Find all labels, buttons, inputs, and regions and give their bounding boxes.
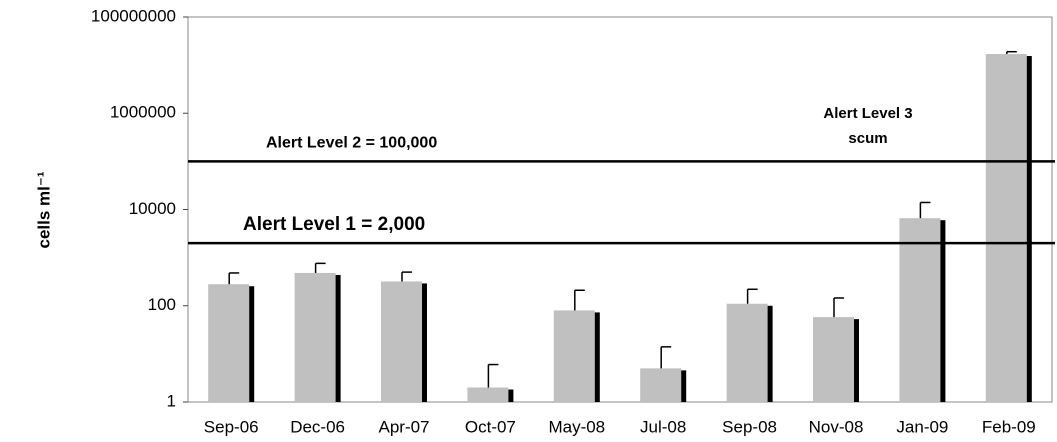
error-bar bbox=[401, 271, 412, 282]
bar-shadow bbox=[422, 283, 427, 402]
bar-face bbox=[381, 281, 422, 402]
y-tick-label: 100000000 bbox=[91, 6, 176, 25]
error-bar bbox=[833, 297, 844, 318]
bar-face bbox=[985, 54, 1027, 403]
y-tick-label: 1000000 bbox=[110, 103, 176, 122]
bar-face bbox=[640, 368, 682, 402]
x-tick-label: Jan-09 bbox=[896, 417, 948, 436]
bar bbox=[467, 387, 514, 402]
bar-shadow bbox=[335, 274, 341, 402]
bar-shadow bbox=[767, 305, 773, 402]
error-bar bbox=[746, 288, 758, 304]
bar-shadow bbox=[940, 220, 946, 402]
bar-face bbox=[553, 310, 595, 402]
y-tick-label: 10000 bbox=[129, 199, 176, 218]
bar bbox=[813, 317, 859, 402]
bar-face bbox=[294, 272, 336, 402]
reference-label: Alert Level 1 = 2,000 bbox=[243, 214, 425, 235]
error-bar bbox=[660, 346, 672, 369]
error-bar bbox=[314, 262, 326, 273]
x-tick-label: Sep-06 bbox=[204, 417, 259, 436]
bar bbox=[381, 281, 427, 402]
annotation: Alert Level 3 bbox=[823, 105, 912, 122]
bar-face bbox=[899, 218, 941, 402]
bar bbox=[899, 218, 946, 402]
bar-face bbox=[467, 387, 509, 402]
x-tick-label: Feb-09 bbox=[982, 417, 1036, 436]
bar-shadow bbox=[249, 286, 255, 402]
bar-shadow bbox=[508, 389, 514, 402]
x-tick-label: Nov-08 bbox=[809, 417, 864, 436]
bar bbox=[294, 272, 341, 402]
error-bar bbox=[487, 363, 499, 388]
reference-label: Alert Level 2 = 100,000 bbox=[266, 135, 437, 152]
y-axis-label: cells ml⁻¹ bbox=[34, 171, 53, 248]
bar-face bbox=[726, 303, 768, 402]
annotation: scum bbox=[848, 130, 887, 147]
x-tick-label: Jul-08 bbox=[640, 417, 686, 436]
bar-shadow bbox=[594, 312, 600, 402]
y-tick-label: 1 bbox=[167, 391, 176, 410]
error-bar bbox=[1006, 50, 1017, 55]
bar bbox=[640, 368, 687, 402]
bar-shadow bbox=[681, 370, 687, 402]
bar-shadow bbox=[1026, 56, 1032, 403]
error-bar bbox=[574, 289, 585, 311]
x-tick-label: Dec-06 bbox=[290, 417, 345, 436]
x-tick-label: Sep-08 bbox=[722, 417, 777, 436]
bar bbox=[208, 284, 255, 402]
x-tick-label: May-08 bbox=[548, 417, 605, 436]
bar-face bbox=[208, 284, 250, 402]
bar bbox=[726, 303, 773, 402]
error-bar bbox=[228, 272, 240, 285]
y-tick-label: 100 bbox=[148, 295, 176, 314]
bar bbox=[553, 310, 600, 402]
bar bbox=[985, 54, 1032, 403]
x-tick-label: Oct-07 bbox=[465, 417, 516, 436]
x-tick-label: Apr-07 bbox=[378, 417, 429, 436]
bar-face bbox=[813, 317, 854, 402]
bar-shadow bbox=[854, 319, 859, 402]
error-bar bbox=[919, 201, 931, 219]
